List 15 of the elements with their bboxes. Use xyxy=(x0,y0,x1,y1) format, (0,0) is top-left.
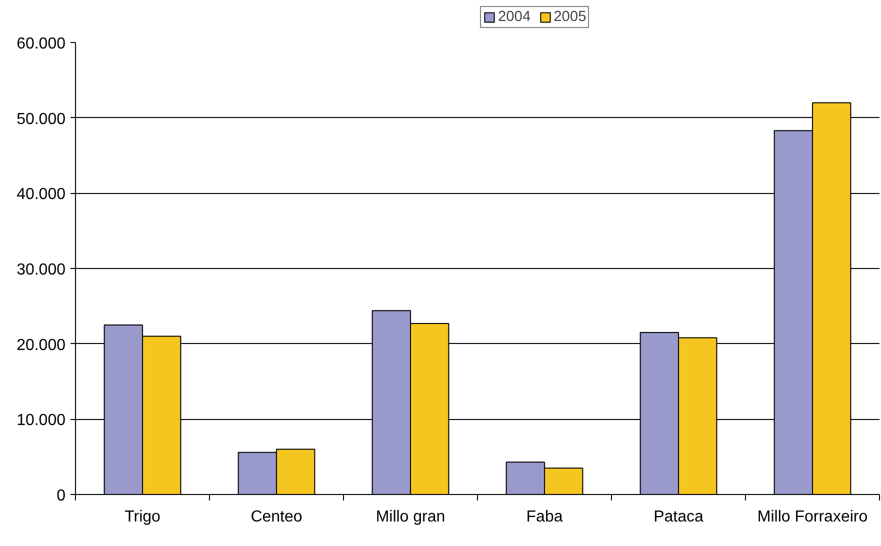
y-tick-label: 10.000 xyxy=(16,412,66,430)
x-tick-label: Faba xyxy=(526,508,563,526)
x-tick-label: Millo Forraxeiro xyxy=(757,508,868,526)
legend-label: 2004 xyxy=(498,9,531,25)
y-tick-label: 0 xyxy=(56,488,66,504)
y-tick-label: 40.000 xyxy=(16,186,66,204)
x-tick-label: Centeo xyxy=(250,508,302,526)
y-tick-label: 60.000 xyxy=(16,36,66,52)
legend-label: 2005 xyxy=(554,9,586,25)
y-tick-label: 30.000 xyxy=(16,262,66,278)
y-tick-label: 50.000 xyxy=(16,110,66,128)
x-tick-label: Pataca xyxy=(654,508,704,526)
y-tick-label: 20.000 xyxy=(16,336,66,354)
x-tick-label: Millo gran xyxy=(376,508,446,526)
x-tick-label: Trigo xyxy=(124,508,161,526)
